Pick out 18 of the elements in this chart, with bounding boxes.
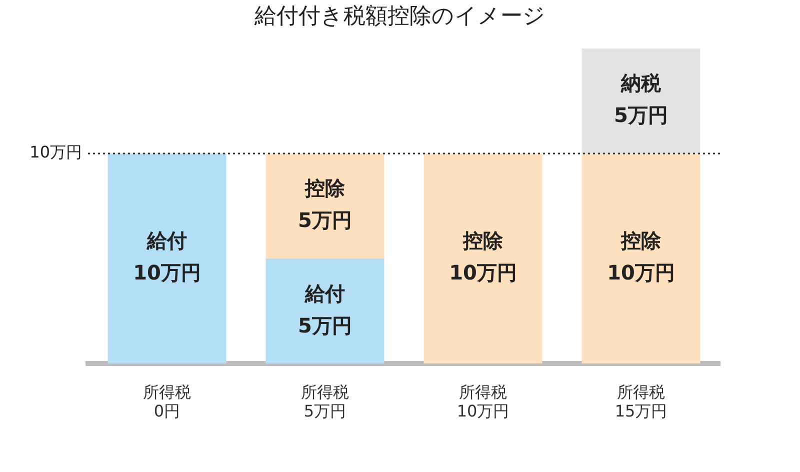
data-label: 5万円 <box>298 313 352 338</box>
data-label: 10万円 <box>607 260 675 285</box>
x-tick-label: 所得税 10万円 <box>456 382 510 421</box>
text: 控除 <box>621 228 661 253</box>
series-label: 給付 <box>304 281 345 306</box>
text: 給付 <box>147 228 187 253</box>
data-label: 5万円 <box>614 103 668 128</box>
x-tick-label: 所得税 15万円 <box>614 382 668 421</box>
ref-line-label: 10万円 <box>30 142 82 162</box>
chart-title: 給付付き税額控除のイメージ <box>254 4 546 29</box>
x-tick-label: 所得税 5万円 <box>301 382 349 421</box>
data-label: 10万円 <box>133 260 201 285</box>
data-label: 10万円 <box>449 260 517 285</box>
series-label: 納税 <box>620 71 662 96</box>
x-tick-label: 所得税 0円 <box>143 382 191 421</box>
text: 控除 <box>463 228 503 253</box>
data-label: 5万円 <box>298 208 352 232</box>
series-label: 控除 <box>304 176 346 200</box>
